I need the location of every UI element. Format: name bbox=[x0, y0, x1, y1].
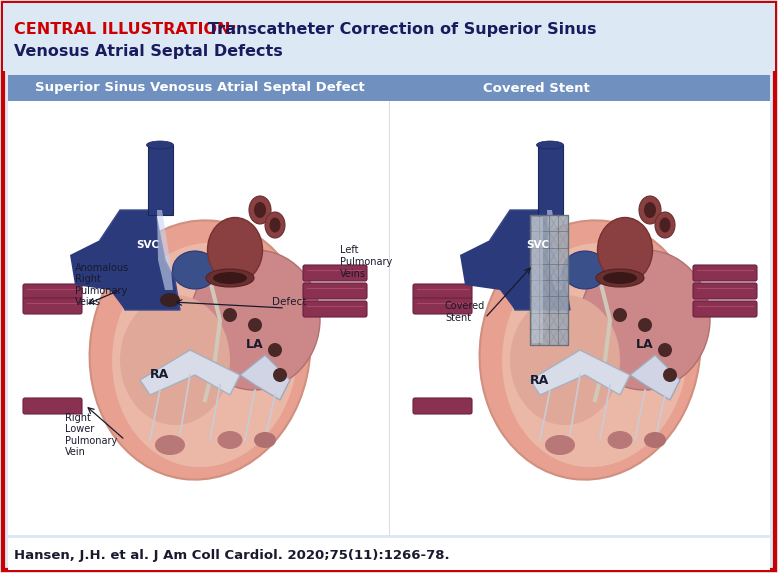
Circle shape bbox=[663, 368, 677, 382]
Ellipse shape bbox=[155, 435, 185, 455]
Ellipse shape bbox=[644, 432, 666, 448]
FancyBboxPatch shape bbox=[23, 284, 82, 300]
Text: LA: LA bbox=[636, 339, 654, 351]
Circle shape bbox=[273, 368, 287, 382]
Bar bbox=[530, 215, 568, 345]
Bar bbox=[8, 538, 770, 570]
Text: SVC: SVC bbox=[527, 240, 549, 250]
Ellipse shape bbox=[562, 251, 608, 289]
Ellipse shape bbox=[510, 295, 620, 425]
Ellipse shape bbox=[89, 221, 310, 480]
Circle shape bbox=[638, 318, 652, 332]
Ellipse shape bbox=[598, 218, 653, 282]
Polygon shape bbox=[100, 210, 180, 310]
Circle shape bbox=[248, 318, 262, 332]
Circle shape bbox=[658, 343, 672, 357]
Ellipse shape bbox=[146, 141, 173, 149]
Text: Covered
Stent: Covered Stent bbox=[445, 301, 485, 323]
Bar bbox=[8, 75, 770, 101]
Text: RA: RA bbox=[531, 374, 549, 387]
Ellipse shape bbox=[639, 196, 661, 224]
Ellipse shape bbox=[479, 221, 700, 480]
Circle shape bbox=[613, 308, 627, 322]
Polygon shape bbox=[460, 240, 515, 310]
Polygon shape bbox=[490, 210, 570, 310]
Ellipse shape bbox=[269, 218, 281, 233]
Circle shape bbox=[268, 343, 282, 357]
Ellipse shape bbox=[254, 202, 266, 218]
Text: Right
Lower
Pulmonary
Vein: Right Lower Pulmonary Vein bbox=[65, 413, 117, 457]
Text: Left
Pulmonary
Veins: Left Pulmonary Veins bbox=[340, 245, 392, 278]
Bar bbox=[532, 217, 543, 343]
Ellipse shape bbox=[502, 243, 688, 467]
Ellipse shape bbox=[596, 269, 644, 287]
Ellipse shape bbox=[120, 295, 230, 425]
Polygon shape bbox=[630, 355, 680, 400]
FancyBboxPatch shape bbox=[413, 284, 472, 300]
Ellipse shape bbox=[660, 218, 671, 233]
Ellipse shape bbox=[206, 269, 254, 287]
FancyBboxPatch shape bbox=[413, 298, 472, 314]
Text: Venosus Atrial Septal Defects: Venosus Atrial Septal Defects bbox=[14, 44, 282, 59]
Ellipse shape bbox=[545, 435, 575, 455]
Polygon shape bbox=[547, 210, 563, 290]
Polygon shape bbox=[157, 210, 173, 290]
Polygon shape bbox=[70, 240, 125, 310]
Circle shape bbox=[223, 308, 237, 322]
Ellipse shape bbox=[603, 272, 637, 284]
Polygon shape bbox=[530, 350, 630, 395]
Text: Defect: Defect bbox=[272, 297, 307, 307]
Ellipse shape bbox=[608, 431, 633, 449]
Ellipse shape bbox=[160, 293, 180, 307]
Ellipse shape bbox=[249, 196, 271, 224]
Ellipse shape bbox=[173, 251, 218, 289]
Ellipse shape bbox=[265, 212, 285, 238]
FancyBboxPatch shape bbox=[303, 301, 367, 317]
Text: Hansen, J.H. et al. J Am Coll Cardiol. 2020;75(11):1266-78.: Hansen, J.H. et al. J Am Coll Cardiol. 2… bbox=[14, 548, 450, 562]
Ellipse shape bbox=[208, 218, 262, 282]
FancyBboxPatch shape bbox=[693, 283, 757, 299]
Text: CENTRAL ILLUSTRATION:: CENTRAL ILLUSTRATION: bbox=[14, 22, 237, 37]
FancyBboxPatch shape bbox=[693, 301, 757, 317]
Polygon shape bbox=[240, 355, 290, 400]
Ellipse shape bbox=[213, 272, 247, 284]
FancyBboxPatch shape bbox=[23, 398, 82, 414]
FancyBboxPatch shape bbox=[303, 283, 367, 299]
Bar bbox=[538, 145, 563, 215]
FancyBboxPatch shape bbox=[23, 298, 82, 314]
Bar bbox=[148, 145, 173, 215]
Text: LA: LA bbox=[246, 339, 264, 351]
Ellipse shape bbox=[644, 202, 656, 218]
Ellipse shape bbox=[190, 250, 320, 390]
Text: Transcatheter Correction of Superior Sinus: Transcatheter Correction of Superior Sin… bbox=[208, 22, 597, 37]
Text: SVC: SVC bbox=[136, 240, 159, 250]
Text: Superior Sinus Venosus Atrial Septal Defect: Superior Sinus Venosus Atrial Septal Def… bbox=[35, 81, 365, 95]
Text: RA: RA bbox=[150, 368, 170, 382]
FancyBboxPatch shape bbox=[303, 265, 367, 281]
Ellipse shape bbox=[655, 212, 675, 238]
Ellipse shape bbox=[254, 432, 276, 448]
Polygon shape bbox=[140, 350, 240, 395]
Bar bbox=[3, 3, 775, 71]
Ellipse shape bbox=[537, 141, 563, 149]
Bar bbox=[8, 101, 770, 535]
Text: Covered Stent: Covered Stent bbox=[483, 81, 590, 95]
FancyBboxPatch shape bbox=[693, 265, 757, 281]
Ellipse shape bbox=[112, 243, 298, 467]
Text: Anomalous
Right
Pulmonary
Veins: Anomalous Right Pulmonary Veins bbox=[75, 262, 129, 307]
FancyBboxPatch shape bbox=[413, 398, 472, 414]
Ellipse shape bbox=[580, 250, 710, 390]
Ellipse shape bbox=[218, 431, 243, 449]
